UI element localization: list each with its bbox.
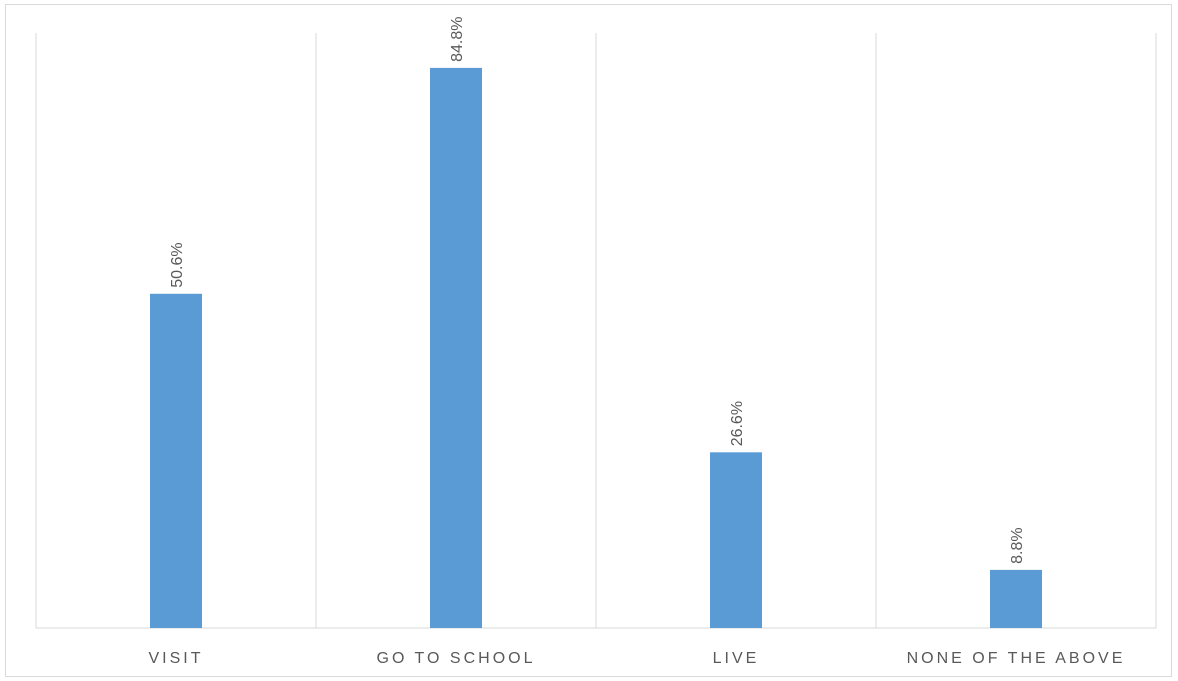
data-label: 26.6% <box>729 401 746 446</box>
data-label: 8.8% <box>1009 527 1026 563</box>
data-label: 84.8% <box>449 17 466 62</box>
x-tick-label: LIVE <box>713 650 760 667</box>
bar-visit <box>150 293 202 628</box>
x-tick-label: NONE OF THE ABOVE <box>907 650 1126 667</box>
bar-none-of-the-above <box>990 569 1042 628</box>
x-tick-label: GO TO SCHOOL <box>377 650 536 667</box>
x-tick-label: VISIT <box>148 650 203 667</box>
bar-go-to-school <box>430 67 482 628</box>
bar-live <box>710 452 762 628</box>
data-label: 50.6% <box>169 242 186 287</box>
